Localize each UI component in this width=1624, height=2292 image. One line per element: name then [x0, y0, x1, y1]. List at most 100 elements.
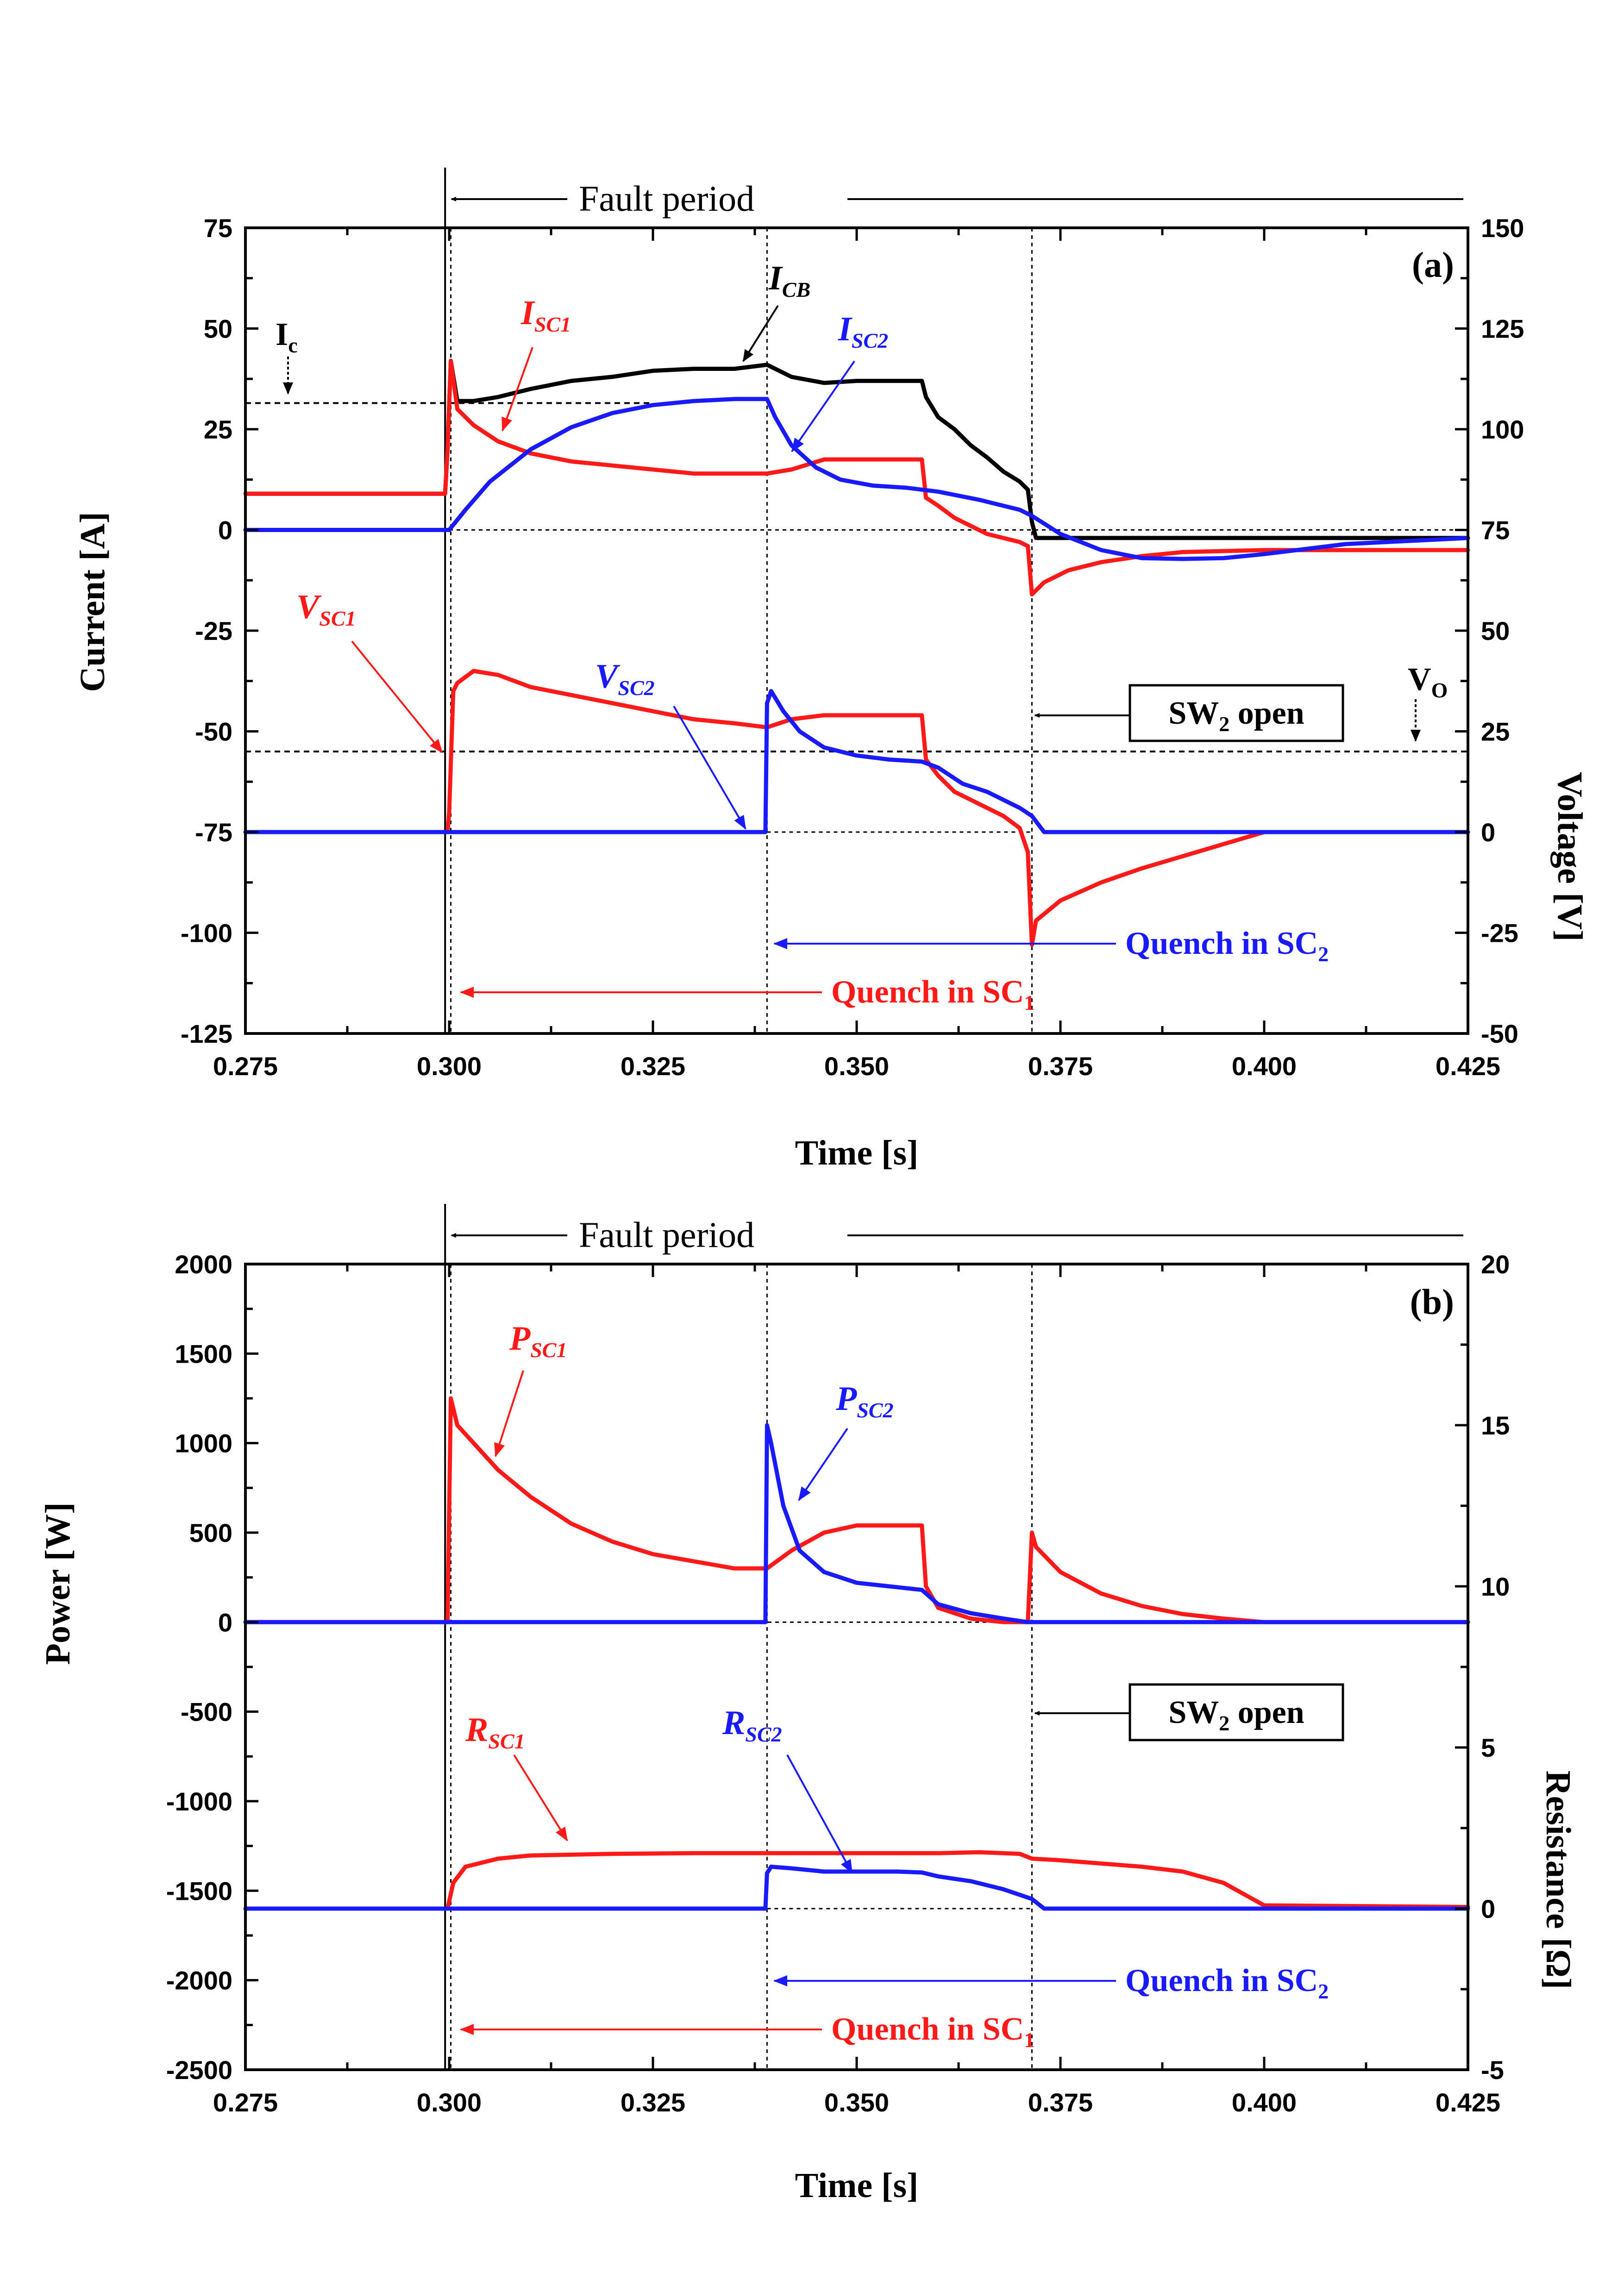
series-line-p-sc2: [243, 1423, 1470, 1624]
label-v-sc2-pointer: [673, 705, 746, 830]
x-tick-label: 0.325: [621, 2088, 685, 2117]
label-r-sc2-pointer: [786, 1754, 853, 1874]
label-p-sc1-pointer: [494, 1370, 524, 1457]
panel-b-x-axis-title: Time [s]: [795, 2166, 919, 2205]
y-tick-label: -2500: [166, 2055, 232, 2085]
panel-b-sw2-open-box: [1129, 1683, 1344, 1741]
y-right-tick-label: 20: [1481, 1250, 1510, 1279]
y-right-tick-label: 25: [1481, 717, 1510, 746]
label-i-sc1: ISC1: [520, 294, 571, 336]
x-tick-label: 0.425: [1436, 2088, 1500, 2117]
label-i-sc2: ISC2: [838, 310, 888, 352]
y-right-tick-label: -50: [1481, 1019, 1518, 1048]
y-tick-label: 1000: [175, 1429, 232, 1458]
x-tick-label: 0.275: [213, 1052, 278, 1081]
y-right-tick-label: 5: [1481, 1733, 1495, 1762]
panel-a-y-ticks-left: 75 50 25 0 -25 -50 -75 -100 -125: [181, 213, 258, 1048]
panel-b-series-layer: [243, 1396, 1470, 1911]
y-right-tick-label: 10: [1481, 1572, 1510, 1601]
panel-a-fault-period-text: Fault period: [579, 178, 754, 219]
series-line-r-sc1: [243, 1850, 1470, 1911]
x-tick-label: 0.400: [1232, 2088, 1297, 2117]
label-r-sc1: RSC1: [465, 1711, 525, 1753]
vo-label: VO: [1408, 662, 1448, 702]
series-line-i-sc1: [243, 358, 1470, 597]
label-v-sc2: VSC2: [595, 658, 655, 700]
x-tick-label: 0.375: [1028, 1052, 1093, 1081]
y-tick-label: 25: [204, 415, 232, 444]
panel-b-y-ticks-right: 20 15 10 5 0 -5: [1455, 1250, 1510, 2085]
label-p-sc2-pointer: [798, 1428, 848, 1501]
panel-a-label: (a): [1412, 244, 1454, 285]
y-right-tick-label: 75: [1481, 516, 1510, 545]
y-right-tick-label: 0: [1481, 818, 1495, 847]
panel-b-sw2-open-text: SW2 open: [1168, 1695, 1304, 1735]
y-tick-label: -25: [195, 616, 232, 645]
x-tick-label: 0.300: [417, 2088, 482, 2117]
panel-b-y-ticks-left: 2000 1500 1000 500 0 -500 -1000 -1500 -2000 -2500: [166, 1250, 258, 2085]
panel-b-quench-sc2-text: Quench in SC2: [1125, 1963, 1329, 2003]
panel-b-x-ticks: 0.275 0.300 0.325 0.350 0.375 0.400 0.425: [213, 1264, 1500, 2117]
panel-a-y-ticks-right: 150 125 100 75 50 25 0 -25 -50: [1455, 213, 1524, 1048]
y-tick-label: 0: [218, 1608, 232, 1637]
label-p-sc2: PSC2: [835, 1380, 893, 1422]
panel-a-y-axis-title-right: Voltage [V]: [1550, 772, 1589, 942]
y-tick-label: -1500: [166, 1876, 232, 1905]
series-line-r-sc2: [243, 1865, 1470, 1911]
y-tick-label: -125: [181, 1019, 232, 1048]
y-right-tick-label: 0: [1481, 1894, 1495, 1923]
label-i-cb: ICB: [768, 259, 810, 301]
label-i-cb-pointer: [742, 305, 779, 362]
series-line-p-sc1: [243, 1396, 1470, 1624]
y-tick-label: -75: [195, 818, 232, 847]
panel-a-x-axis-title: Time [s]: [795, 1133, 919, 1172]
series-line-i-sc2: [243, 397, 1470, 561]
panel-a-sw2-open-text: SW2 open: [1168, 695, 1304, 736]
series-line-v-sc2: [243, 689, 1470, 834]
y-tick-label: 50: [204, 314, 232, 344]
y-tick-label: 1500: [175, 1339, 232, 1368]
panel-a-x-ticks: 0.275 0.300 0.325 0.350 0.375 0.400 0.425: [213, 228, 1500, 1081]
label-v-sc1-pointer: [351, 640, 443, 753]
x-tick-label: 0.300: [417, 1052, 482, 1081]
x-tick-label: 0.400: [1232, 1052, 1297, 1081]
x-tick-label: 0.375: [1028, 2088, 1093, 2117]
y-right-tick-label: 150: [1481, 213, 1524, 243]
x-tick-label: 0.350: [824, 1052, 889, 1081]
series-line-v-sc1: [243, 669, 1470, 947]
y-tick-label: -100: [181, 919, 232, 948]
y-right-tick-label: -25: [1481, 919, 1518, 948]
panel-b-y-axis-title-left: Power [W]: [38, 1502, 77, 1665]
panel-b-y-axis-title-right: Resistance [Ω]: [1539, 1771, 1578, 1989]
y-tick-label: -500: [181, 1697, 232, 1727]
y-tick-label: -1000: [166, 1787, 232, 1816]
panel-b-guides: [444, 1204, 1468, 2070]
label-r-sc2: RSC2: [722, 1704, 782, 1746]
x-tick-label: 0.325: [621, 1052, 685, 1081]
panel-a-y-axis-title-left: Current [A]: [73, 512, 112, 692]
panel-a-guides: [245, 168, 1468, 1033]
y-right-tick-label: 15: [1481, 1411, 1510, 1440]
label-i-sc2-pointer: [791, 360, 855, 452]
y-tick-label: -2000: [166, 1966, 232, 1995]
y-tick-label: 500: [189, 1518, 232, 1547]
panel-b-power-resistance-chart: 0.275 0.300 0.325 0.350 0.375 0.400 0.425 2000…: [38, 1204, 1578, 2205]
panel-a-current-voltage-chart: 0.275 0.300 0.325 0.350 0.375 0.400 0.425 75 50…: [73, 168, 1589, 1172]
label-p-sc1: PSC1: [509, 1320, 567, 1362]
y-right-tick-label: 50: [1481, 616, 1510, 645]
panel-b-quench-sc1-text: Quench in SC1: [831, 2011, 1035, 2052]
label-r-sc1-pointer: [513, 1754, 568, 1841]
x-tick-label: 0.275: [213, 2088, 278, 2117]
x-tick-label: 0.350: [824, 2088, 889, 2117]
y-tick-label: -50: [195, 717, 232, 746]
panel-a-quench-sc2-text: Quench in SC2: [1125, 926, 1329, 966]
y-right-tick-label: -5: [1481, 2055, 1504, 2085]
x-tick-label: 0.425: [1436, 1052, 1500, 1081]
panel-a-sw2-open-box: [1129, 684, 1344, 742]
panel-b-label: (b): [1410, 1282, 1454, 1322]
label-i-sc1-pointer: [502, 347, 533, 432]
y-right-tick-label: 100: [1481, 415, 1524, 444]
panel-a-series-layer: [243, 358, 1470, 947]
panel-a-quench-sc1-text: Quench in SC1: [831, 974, 1035, 1014]
